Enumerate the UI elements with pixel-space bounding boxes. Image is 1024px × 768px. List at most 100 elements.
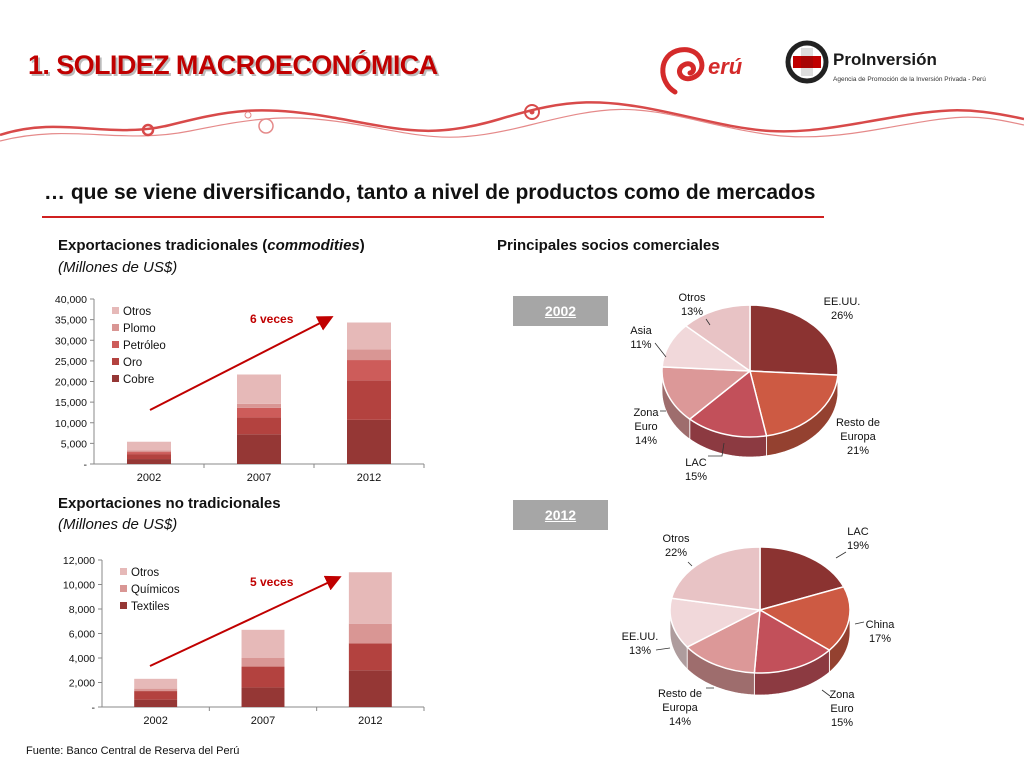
- pie-label-zona-euro: Zona Euro 15%: [829, 689, 855, 729]
- traditional-exports-chart: - 5,000 10,000 15,000 20,000 25,000 30,000 35,0…: [55, 294, 425, 484]
- bar-segment-otros-2002: [134, 678, 178, 689]
- bar-segment-quimicos2-2002: [134, 688, 178, 692]
- y-tick-label: 5,000: [61, 438, 87, 450]
- legend-label-otros: Otros: [131, 567, 159, 579]
- nontraditional-exports-title: Exportaciones no tradicionales: [58, 495, 281, 512]
- pie-slice-otros: [684, 304, 751, 373]
- pie-leader-lac: [835, 551, 847, 559]
- x-tick-label-2002: 2002: [143, 715, 167, 727]
- partners-2012-pie-chart: LAC 19% China 17% Zona Euro 15% Resto de Europa 1…: [622, 526, 896, 729]
- source-note: Fuente: Banco Central de Reserva del Per…: [26, 745, 240, 757]
- bar-segment-otros-2012: [348, 572, 392, 624]
- bar-segment-otros-2007: [241, 629, 285, 658]
- legend-label-quimicos: Químicos: [131, 584, 180, 596]
- pie-slice-china: [758, 585, 851, 652]
- pie-slice-zona-euro: [661, 366, 753, 421]
- bar-segment-quimicos-2002: [134, 691, 178, 700]
- y-tick-label: 35,000: [55, 315, 87, 327]
- pie-leader-lac: [708, 442, 725, 457]
- year-tag-2002: 2002: [513, 296, 608, 326]
- legend-label-otros: Otros: [123, 306, 151, 318]
- proinversion-tagline: Agencia de Promoción de la Inversión Pri…: [833, 76, 986, 83]
- legend-label-plomo: Plomo: [123, 323, 156, 335]
- pie-label-resto-de-europa: Resto de Europa 21%: [836, 417, 880, 457]
- year-tag-2012: 2012: [513, 500, 608, 530]
- bar-segment-textiles-2002: [134, 699, 178, 707]
- bar-segment-quimicos2-2012: [348, 623, 392, 644]
- y-tick-label: 2,000: [69, 678, 95, 690]
- partners-2002-pie-chart: EE.UU. 26% Resto de Europa 21% LAC 15% Zona Euro…: [630, 292, 880, 483]
- pie-label-lac: LAC 19%: [847, 526, 869, 552]
- pie-label-asia: Asia 11%: [630, 325, 652, 351]
- legend-label-textiles: Textiles: [131, 601, 170, 613]
- growth-annotation: 5 veces: [250, 575, 294, 589]
- legend-swatch-oro: [112, 358, 119, 365]
- x-tick-label-2007: 2007: [251, 715, 275, 727]
- y-tick-label: 15,000: [55, 397, 87, 409]
- partners-title: Principales socios comerciales: [497, 237, 720, 254]
- pie-slice-ee-uu: [749, 304, 839, 376]
- growth-annotation: 6 veces: [250, 312, 294, 326]
- pie-label-ee-uu: EE.UU. 26%: [824, 296, 861, 322]
- pie-leader-asia: [654, 342, 667, 358]
- subtitle-divider: [42, 216, 824, 218]
- year-tag-2012-label: 2012: [544, 507, 577, 523]
- bar-segment-cobre-2012: [347, 419, 391, 464]
- pie-label-lac: LAC 15%: [685, 457, 707, 483]
- slide-title: 1. SOLIDEZ MACROECONÓMICA: [28, 50, 438, 80]
- bar-segment-otros-2007: [237, 374, 281, 404]
- pie-slice-zona-euro: [753, 608, 831, 674]
- y-tick-label: 20,000: [55, 377, 87, 389]
- growth-arrow: [149, 316, 334, 411]
- y-tick-label: 10,000: [55, 418, 87, 430]
- legend-swatch-textiles: [120, 602, 127, 609]
- y-tick-label: 30,000: [55, 335, 87, 347]
- pie-label-otros: Otros 22%: [663, 533, 690, 559]
- proinversion-name: ProInversión: [833, 50, 937, 69]
- y-tick-label: 10,000: [63, 580, 95, 592]
- legend-label-petroleo: Petróleo: [123, 340, 166, 352]
- traditional-title-suffix: ): [359, 237, 365, 254]
- bar-segment-oro-2002: [127, 454, 171, 460]
- x-tick-label-2002: 2002: [137, 472, 161, 484]
- y-tick-label: 8,000: [69, 604, 95, 616]
- bar-segment-cobre-2002: [127, 459, 171, 464]
- y-tick-label: 6,000: [69, 629, 95, 641]
- growth-arrow: [149, 575, 342, 667]
- bar-segment-quimicos-2012: [348, 643, 392, 671]
- bar-segment-plomo-2012: [347, 349, 391, 361]
- bar-segment-petroleo-2012: [347, 360, 391, 381]
- peru-brand-logo: erú: [650, 42, 770, 100]
- bar-segment-petroleo-2002: [127, 452, 171, 455]
- bar-segment-petroleo-2007: [237, 407, 281, 418]
- pie-label-china: China 17%: [866, 619, 896, 645]
- x-tick-label-2012: 2012: [358, 715, 382, 727]
- bar-segment-textiles-2007: [241, 687, 285, 707]
- traditional-title-emphasis: commodities: [267, 237, 360, 254]
- pie-leader-zona-euro: [821, 689, 831, 697]
- y-tick-label: 4,000: [69, 653, 95, 665]
- bar-segment-textiles-2012: [348, 670, 392, 707]
- year-tag-2002-label: 2002: [544, 303, 577, 319]
- nontraditional-exports-chart: - 2,000 4,000 6,000 8,000 10,000 12,000 2002 200…: [63, 555, 425, 727]
- legend-label-oro: Oro: [123, 357, 142, 369]
- pie-slice-resto-de-europa: [749, 370, 839, 437]
- bar-segment-cobre-2007: [237, 434, 281, 464]
- legend-swatch-otros: [112, 307, 119, 314]
- pie-label-resto-de-europa: Resto de Europa 14%: [658, 688, 702, 728]
- bar-segment-quimicos-2007: [241, 666, 285, 688]
- y-tick-label: 25,000: [55, 356, 87, 368]
- pie-leader-otros: [705, 318, 711, 326]
- y-tick-label: 40,000: [55, 294, 87, 306]
- x-tick-label-2007: 2007: [247, 472, 271, 484]
- pie-slice-otros: [670, 546, 761, 611]
- bar-segment-quimicos2-2007: [241, 658, 285, 667]
- legend-swatch-plomo: [112, 324, 119, 331]
- pie-slice-lac: [759, 546, 845, 611]
- pie-label-zona-euro: Zona Euro 14%: [633, 407, 659, 447]
- pie-label-otros: Otros 13%: [679, 292, 706, 318]
- slide-subtitle: … que se viene diversificando, tanto a n…: [44, 181, 816, 204]
- pie-slice-lac: [688, 369, 768, 438]
- pie-leader-ee-uu: [655, 647, 671, 651]
- pie-slice-ee-uu: [669, 597, 763, 648]
